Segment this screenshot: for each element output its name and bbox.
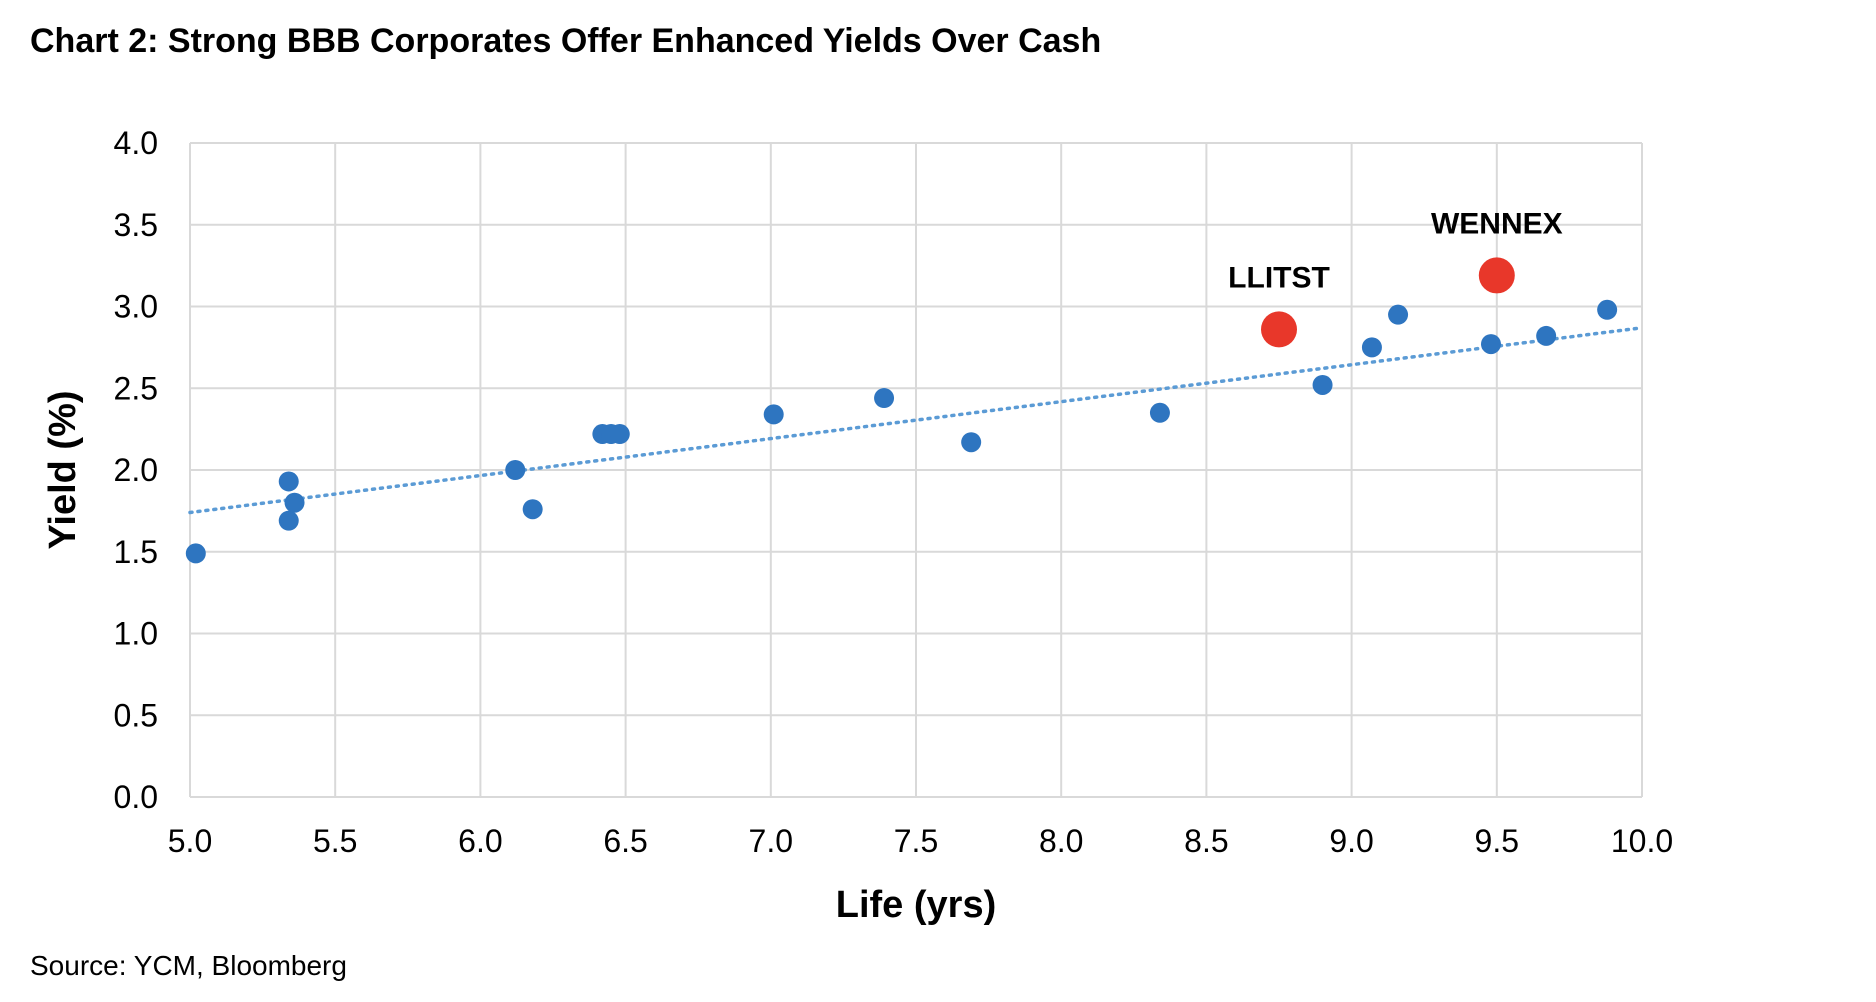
x-tick-label: 7.0 — [749, 823, 793, 859]
x-tick-label: 7.5 — [894, 823, 938, 859]
y-tick-label: 2.0 — [114, 452, 158, 488]
chart-title: Chart 2: Strong BBB Corporates Offer Enh… — [30, 22, 1102, 60]
data-point — [278, 471, 299, 492]
highlighted-points: LLITST WENNEX — [1228, 207, 1563, 348]
data-points — [185, 299, 1618, 564]
x-tick-label: 5.0 — [168, 823, 212, 859]
data-point — [1480, 334, 1501, 355]
x-axis-title: Life (yrs) — [836, 884, 996, 926]
data-point — [1361, 337, 1382, 358]
x-tick-label: 6.0 — [458, 823, 502, 859]
x-tick-label: 8.5 — [1184, 823, 1228, 859]
y-axis-ticks: 0.0 0.5 1.0 1.5 2.0 2.5 3.0 3.5 4.0 — [114, 125, 158, 815]
data-point — [278, 510, 299, 531]
data-point — [1597, 299, 1618, 320]
highlight-label-wennex: WENNEX — [1431, 207, 1563, 240]
data-point — [763, 404, 784, 425]
data-point — [961, 432, 982, 453]
y-tick-label: 3.0 — [114, 289, 158, 325]
x-tick-label: 8.0 — [1039, 823, 1083, 859]
x-tick-label: 9.5 — [1475, 823, 1519, 859]
gridlines — [189, 142, 1643, 798]
x-tick-label: 6.5 — [603, 823, 647, 859]
x-axis-ticks: 5.0 5.5 6.0 6.5 7.0 7.5 8.0 8.5 9.0 9.5 10.0 — [168, 823, 1673, 859]
y-tick-label: 3.5 — [114, 207, 158, 243]
data-point — [522, 499, 543, 520]
y-tick-label: 2.5 — [114, 370, 158, 406]
y-tick-label: 1.0 — [114, 616, 158, 652]
highlight-point-llitst — [1261, 311, 1297, 348]
highlight-label-llitst: LLITST — [1228, 261, 1330, 294]
data-point — [1536, 325, 1557, 346]
data-point — [185, 543, 206, 564]
y-axis-title: Yield (%) — [42, 390, 84, 549]
highlight-point-wennex — [1478, 257, 1515, 294]
y-tick-label: 0.0 — [114, 779, 158, 815]
data-point — [1388, 304, 1409, 325]
x-tick-label: 9.0 — [1329, 823, 1373, 859]
data-point — [284, 492, 305, 513]
y-tick-label: 4.0 — [114, 125, 158, 161]
data-point — [1312, 374, 1333, 395]
data-point — [1149, 402, 1170, 423]
x-tick-label: 10.0 — [1611, 823, 1673, 859]
x-tick-label: 5.5 — [313, 823, 357, 859]
y-tick-label: 1.5 — [114, 534, 158, 570]
data-point — [874, 388, 895, 409]
data-point — [505, 460, 526, 480]
source-note: Source: YCM, Bloomberg — [30, 950, 347, 981]
data-point — [609, 424, 630, 445]
y-tick-label: 0.5 — [114, 697, 158, 733]
